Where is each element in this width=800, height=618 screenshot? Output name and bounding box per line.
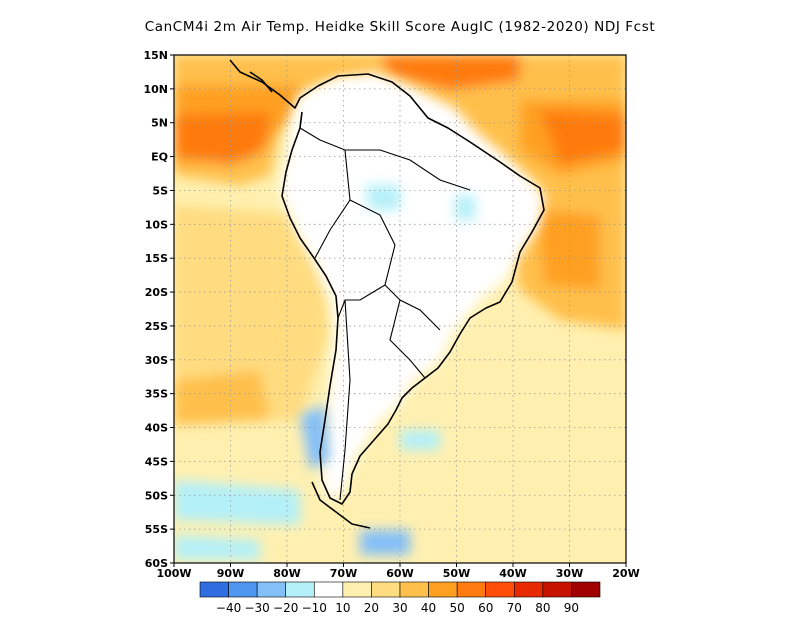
colorbar-label: 20: [364, 601, 379, 615]
lon-tick-label: 20W: [612, 567, 639, 580]
lat-tick-label: 55S: [145, 523, 168, 536]
lat-tick-label: 5N: [151, 117, 168, 130]
lat-tick-label: 25S: [145, 320, 168, 333]
lat-tick-label: 15N: [143, 49, 168, 62]
lat-tick-label: 15S: [145, 252, 168, 265]
colorbar-swatch: [513, 581, 544, 598]
lat-tick-label: 30S: [145, 354, 168, 367]
colorbar-label: −10: [302, 601, 327, 615]
colorbar-label: −20: [273, 601, 298, 615]
colorbar-swatch: [313, 581, 344, 598]
lon-tick-label: 60W: [386, 567, 413, 580]
colorbar-swatch: [199, 581, 229, 598]
lon-tick-label: 30W: [556, 567, 583, 580]
map-title: CanCM4i 2m Air Temp. Heidke Skill Score …: [144, 19, 656, 35]
colorbar-swatch: [571, 581, 601, 598]
lon-tick-label: 40W: [499, 567, 526, 580]
lat-tick-label: EQ: [151, 151, 168, 164]
colorbar-swatch: [399, 581, 429, 598]
longitude-axis: 100W 90W 80W 70W 60W 50W 40W 30W 20W: [156, 563, 640, 580]
colorbar-swatch: [456, 581, 487, 598]
colorbar-label: 40: [421, 601, 436, 615]
colorbar-label: 10: [335, 601, 350, 615]
lat-tick-label: 50S: [145, 489, 168, 502]
lon-tick-label: 90W: [217, 567, 244, 580]
colorbar-label: −30: [244, 601, 269, 615]
lon-tick-label: 80W: [273, 567, 300, 580]
lat-tick-label: 10S: [145, 218, 168, 231]
country-borders: [299, 127, 471, 501]
lat-tick-label: 5S: [152, 184, 168, 197]
lat-tick-label: 60S: [145, 557, 168, 570]
colorbar: −40 −30 −20 −10 10 20 30 40 50 60 70 80 90: [199, 581, 601, 615]
colorbar-label: 80: [535, 601, 550, 615]
colorbar-swatch: [342, 581, 372, 598]
lat-tick-label: 35S: [145, 388, 168, 401]
lon-tick-label: 70W: [330, 567, 357, 580]
lat-tick-label: 20S: [145, 286, 168, 299]
colorbar-label: 70: [507, 601, 522, 615]
colorbar-label: 30: [392, 601, 407, 615]
colorbar-swatch: [428, 581, 458, 598]
colorbar-label: 60: [478, 601, 493, 615]
colorbar-swatch: [371, 581, 401, 598]
colorbar-swatch: [228, 581, 258, 598]
lat-tick-label: 40S: [145, 422, 168, 435]
colorbar-label: 50: [450, 601, 465, 615]
colorbar-swatch: [542, 581, 572, 598]
colorbar-swatch: [485, 581, 515, 598]
lat-tick-label: 45S: [145, 455, 168, 468]
colorbar-label: −40: [216, 601, 241, 615]
lat-tick-label: 10N: [143, 83, 168, 96]
colorbar-swatch: [285, 581, 315, 598]
lon-tick-label: 100W: [156, 567, 191, 580]
colorbar-swatch: [256, 581, 287, 598]
gridlines: [174, 55, 626, 563]
coastline: [229, 59, 545, 529]
lon-tick-label: 50W: [443, 567, 470, 580]
latitude-axis: 15N 10N 5N EQ 5S 10S 15S 20S 25S 30S 35S 40S 45S 50S 5…: [143, 49, 174, 570]
colorbar-label: 90: [564, 601, 579, 615]
